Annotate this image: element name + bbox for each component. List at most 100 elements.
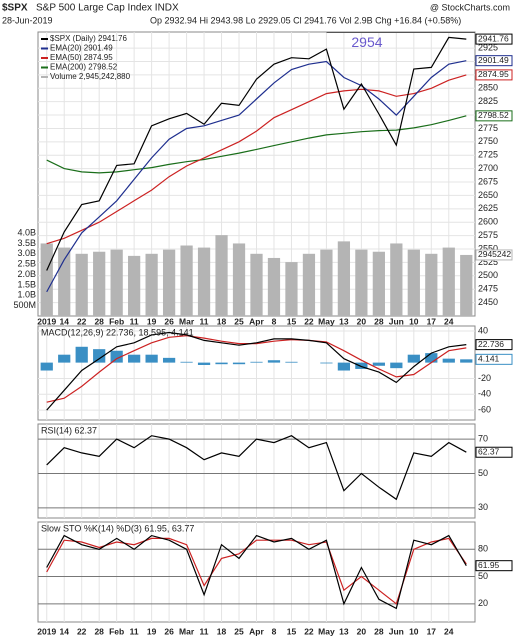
end-label: 2798.52: [478, 110, 509, 120]
x-tick-label: Feb: [109, 626, 124, 636]
end-label-box: [475, 110, 513, 122]
end-label: 2901.49: [478, 55, 509, 65]
bar: [442, 358, 455, 363]
y-tick-label: 2475: [478, 284, 498, 294]
x-tick-label: 25: [234, 626, 244, 636]
legend-entry: EMA(20) 2901.49: [50, 44, 113, 53]
bar: [460, 359, 473, 363]
y2-tick-label: 3.5B: [17, 238, 36, 248]
y-tick-label: 2725: [478, 150, 498, 160]
end-label: 22.736: [478, 339, 504, 349]
x-tick-label: 14: [59, 626, 69, 636]
x-tick-label: 15: [287, 626, 297, 636]
legend-entry: $SPX (Daily) 2941.76: [50, 34, 127, 43]
y-tick-label: 50: [478, 468, 488, 478]
bar: [285, 361, 298, 363]
bar: [390, 243, 403, 316]
x-tick-label: 24: [444, 316, 454, 326]
bar: [180, 245, 193, 316]
x-tick-label: 10: [409, 626, 419, 636]
y-tick-label: 2850: [478, 83, 498, 93]
legend: RSI(14) 62.37: [41, 425, 97, 435]
line: [46, 435, 467, 501]
y2-tick-label: 2.5B: [17, 259, 36, 269]
bar: [110, 350, 123, 363]
chart-title: S&P 500 Large Cap Index INDX: [36, 3, 179, 14]
bar: [162, 357, 176, 363]
x-tick-label: 26: [164, 316, 174, 326]
x-tick-label: 11: [130, 626, 139, 636]
bar: [355, 362, 368, 369]
x-tick-label: 22: [77, 626, 87, 636]
bar: [285, 262, 298, 316]
x-tick-label: Jun: [389, 316, 404, 326]
bar: [302, 253, 316, 316]
end-label: 2874.95: [478, 69, 509, 79]
y-tick-label: 2825: [478, 96, 498, 106]
x-tick-label: 8: [272, 626, 277, 636]
x-tick-label: 28: [94, 626, 104, 636]
y-tick-label: 2500: [478, 270, 498, 280]
bar: [460, 254, 473, 316]
bar: [128, 354, 141, 363]
end-label: 62.37: [478, 446, 500, 456]
end-label: 61.95: [478, 560, 500, 570]
line: [46, 74, 467, 245]
x-tick-label: 2019: [37, 316, 56, 326]
line: [46, 115, 467, 174]
x-tick-label: Mar: [179, 626, 195, 636]
bar: [337, 241, 351, 316]
y-tick-label: 2550: [478, 243, 498, 253]
x-tick-label: 20: [357, 626, 367, 636]
x-tick-label: 2019: [37, 626, 56, 636]
y-tick-label: 20: [478, 598, 488, 608]
x-tick-label: Jun: [389, 626, 404, 636]
y-tick-label: 2450: [478, 297, 498, 307]
symbol: $SPX: [2, 3, 28, 14]
end-label-box: [475, 55, 513, 67]
x-tick-label: Apr: [249, 316, 264, 326]
x-tick-label: 19: [147, 626, 157, 636]
line: [46, 331, 467, 411]
bar: [232, 362, 246, 365]
bar: [390, 362, 403, 369]
x-tick-label: 26: [164, 626, 174, 636]
bar: [250, 253, 263, 316]
x-tick-label: 11: [200, 626, 209, 636]
end-label-box: [475, 353, 513, 365]
bar: [75, 253, 88, 316]
y-tick-label: 2925: [478, 42, 498, 52]
source: @ StockCharts.com: [430, 2, 510, 12]
bar: [442, 247, 455, 316]
bar: [372, 251, 385, 316]
bar: [180, 361, 193, 363]
y-tick-label: 80: [478, 544, 488, 554]
end-label-box: [475, 249, 513, 261]
x-tick-label: 11: [130, 316, 139, 326]
bar: [407, 354, 420, 363]
quote: Op 2932.94 Hi 2943.98 Lo 2929.05 Cl 2941…: [150, 15, 461, 25]
x-tick-label: 17: [427, 626, 437, 636]
x-tick-label: Apr: [249, 626, 264, 636]
x-tick-label: 28: [374, 626, 384, 636]
line: [46, 537, 467, 605]
legend-entry: Volume 2,945,242,880: [50, 72, 131, 81]
y-tick-label: 2525: [478, 257, 498, 267]
legend-entry: EMA(50) 2874.95: [50, 53, 113, 62]
y2-tick-label: 500M: [13, 300, 36, 310]
x-tick-label: 8: [272, 316, 277, 326]
y-tick-label: -20: [478, 373, 491, 383]
x-tick-label: 19: [147, 316, 157, 326]
date: 28-Jun-2019: [2, 15, 53, 25]
x-tick-label: 22: [304, 626, 314, 636]
bar: [75, 346, 88, 363]
end-label-box: [475, 446, 513, 458]
x-tick-label: 20: [357, 316, 367, 326]
x-tick-label: 10: [409, 316, 419, 326]
bar: [267, 360, 281, 363]
end-label: 2945242: [478, 249, 511, 259]
x-tick-label: 28: [374, 316, 384, 326]
x-tick-label: Feb: [109, 316, 124, 326]
x-tick-label: 13: [339, 316, 349, 326]
bar: [215, 235, 228, 316]
